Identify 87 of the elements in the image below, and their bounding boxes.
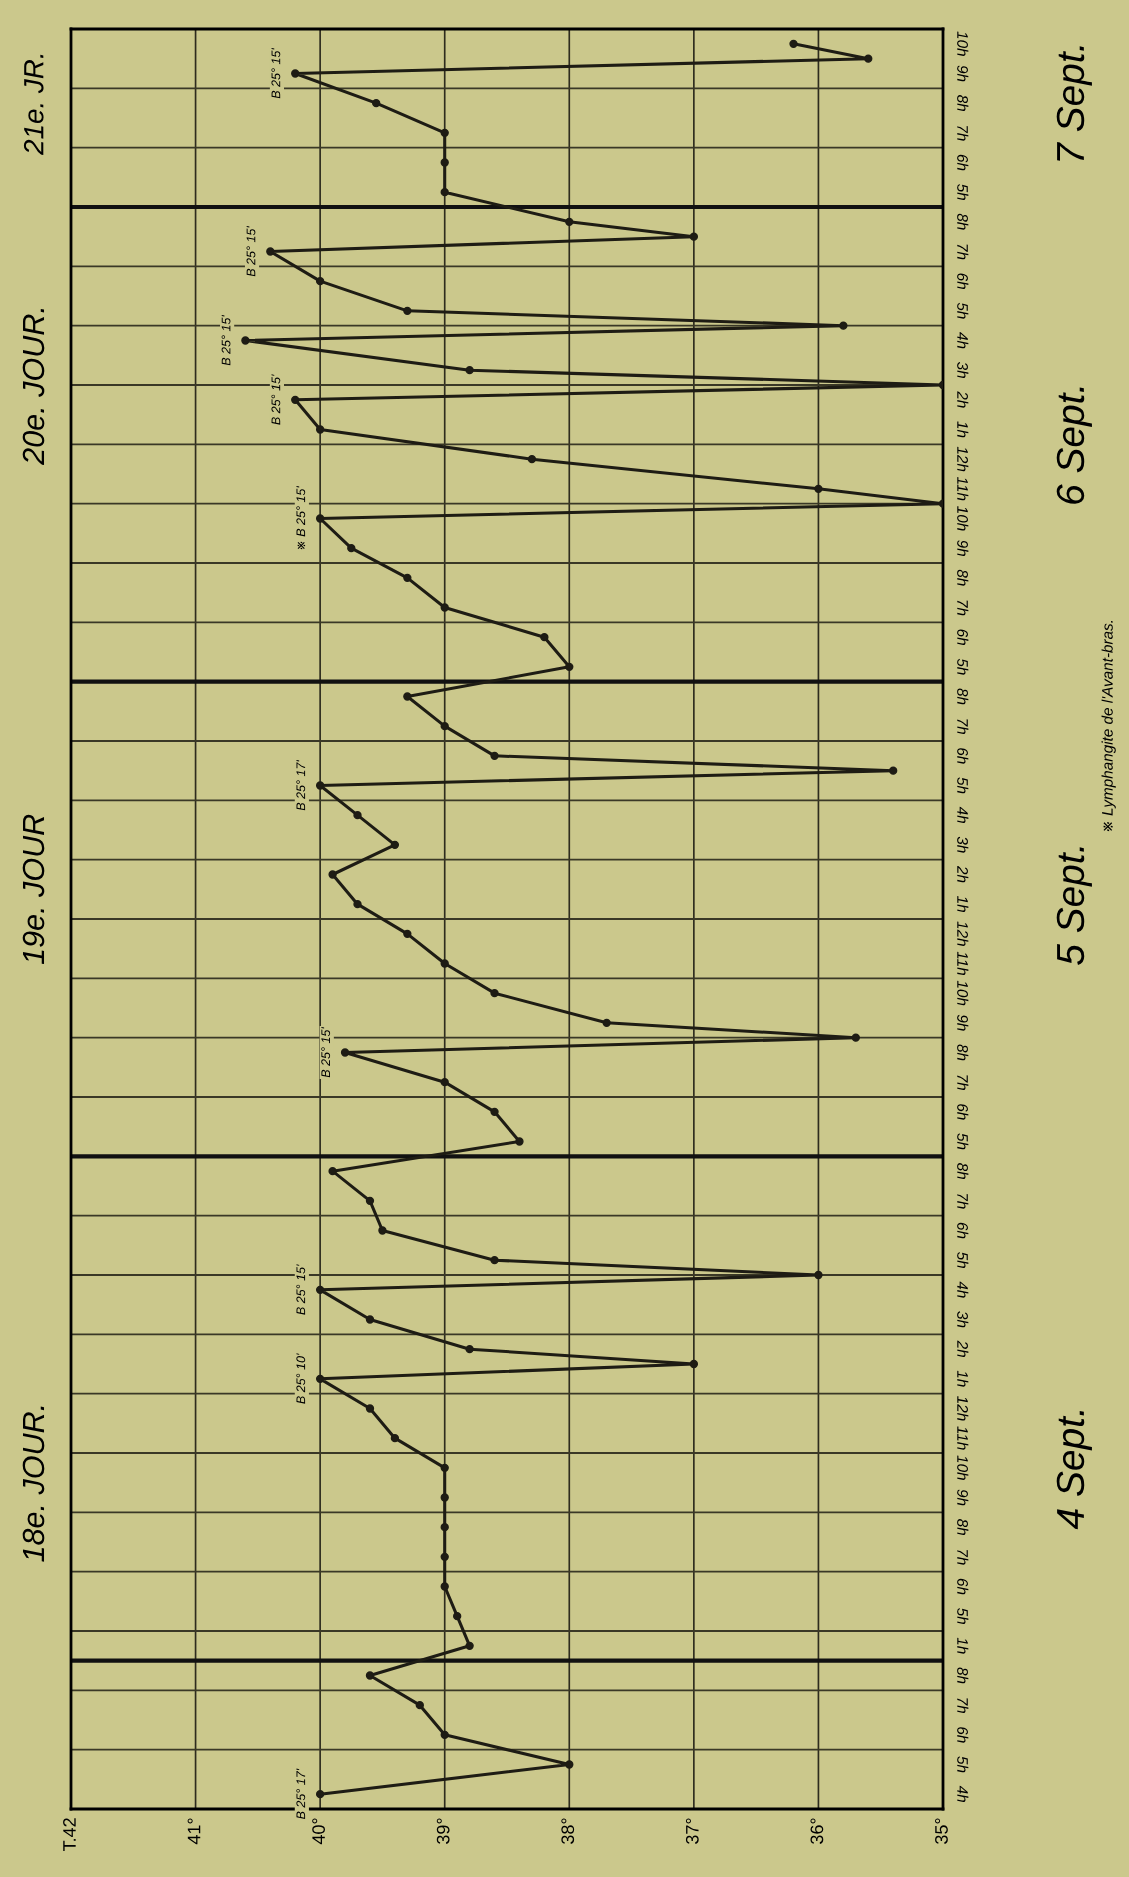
y-tick-label: 8h	[957, 1163, 969, 1179]
data-label: ※ B 25° 15'	[296, 485, 306, 550]
y-tick-label: 7h	[957, 719, 969, 734]
y-tick-label: 4h	[957, 1281, 969, 1298]
x-tick-label: 36°	[810, 1818, 824, 1844]
y-tick-label: 8h	[957, 1519, 969, 1535]
y-tick-label: 12h	[957, 1396, 969, 1421]
y-tick-label: 10h	[957, 506, 969, 531]
y-tick-label: 7h	[957, 1549, 969, 1565]
y-tick-label: 7h	[957, 125, 969, 141]
text: 20e. JOUR.	[22, 308, 45, 465]
y-tick-label: 2h	[957, 865, 969, 883]
y-tick-label: 6h	[957, 1578, 969, 1595]
y-tick-label: 8h	[957, 95, 969, 111]
y-tick-label: 4h	[957, 1785, 969, 1802]
y-tick-label: 8h	[957, 1044, 969, 1061]
y-tick-label: 1h	[957, 896, 969, 912]
y-tick-label: 7h	[957, 1698, 969, 1713]
y-tick-label: 6h	[957, 154, 969, 171]
y-tick-label: 8h	[957, 569, 969, 586]
text: 19e. JOUR	[22, 814, 45, 965]
y-tick-label: 1h	[957, 1370, 969, 1387]
y-tick-label: 5h	[957, 777, 969, 794]
text: ※ Lymphangite de l'Avant-bras.	[1101, 620, 1116, 832]
y-tick-label: 10h	[957, 31, 969, 56]
y-tick-label: 6h	[957, 1727, 969, 1743]
text: 18e. JOUR.	[22, 1406, 45, 1562]
y-tick-label: 6h	[957, 273, 969, 289]
data-label: B 25° 17'	[296, 759, 306, 811]
y-tick-label: 7h	[957, 244, 969, 260]
data-label: B 25° 15'	[246, 225, 256, 277]
y-tick-label: 9h	[957, 1489, 969, 1506]
y-tick-label: 11h	[957, 1426, 969, 1450]
y-tick-label: 2h	[957, 391, 969, 408]
x-tick-label: 41°	[187, 1818, 201, 1845]
y-tick-label: 6h	[957, 1104, 969, 1120]
y-tick-label: 7h	[957, 1193, 969, 1209]
y-tick-label: 8h	[957, 213, 969, 230]
y-tick-label: 10h	[957, 1455, 969, 1480]
x-tick-label: 38°	[561, 1818, 575, 1844]
text: 5 Sept.	[1056, 847, 1092, 965]
data-label: B 25° 15'	[321, 1026, 331, 1078]
data-label: B 25° 15'	[296, 1264, 306, 1315]
data-label: B 25° 15'	[221, 314, 231, 366]
x-tick-label: 35°	[935, 1818, 948, 1844]
y-tick-label: 5h	[957, 302, 969, 319]
y-tick-label: 10h	[957, 980, 969, 1006]
y-tick-label: 6h	[957, 1222, 969, 1239]
text: 21e. JR.	[23, 54, 44, 156]
y-tick-label: 4h	[957, 332, 969, 349]
data-label: B 25° 15'	[271, 374, 281, 425]
y-tick-label: 9h	[957, 65, 969, 82]
y-tick-label: 5h	[957, 184, 969, 200]
y-tick-label: 6h	[957, 629, 969, 645]
y-tick-label: 11h	[957, 951, 969, 975]
y-tick-label: 11h	[957, 477, 969, 501]
text: 6 Sept.	[1056, 387, 1092, 504]
y-tick-label: 3h	[957, 1311, 969, 1328]
y-tick-label: 3h	[957, 836, 969, 853]
y-tick-label: 5h	[957, 1756, 969, 1773]
y-tick-label: 5h	[957, 658, 969, 675]
y-tick-label: 8h	[957, 1667, 969, 1684]
y-tick-label: 7h	[957, 600, 969, 616]
y-tick-label: 12h	[957, 446, 969, 472]
x-tick-label: 39°	[436, 1818, 450, 1844]
y-tick-label: 6h	[957, 748, 969, 764]
y-tick-label: 5h	[957, 1608, 969, 1624]
y-tick-label: 3h	[957, 362, 969, 378]
y-tick-label: 7h	[957, 1075, 969, 1090]
y-tick-label: 5h	[957, 1133, 969, 1150]
y-tick-label: 4h	[957, 806, 969, 823]
y-tick-label: 12h	[957, 921, 969, 946]
y-tick-label: 1h	[957, 421, 969, 438]
y-tick-label: 5h	[957, 1252, 969, 1268]
x-tick-label: 40°	[312, 1818, 325, 1845]
data-label: B 25° 10'	[296, 1353, 306, 1404]
data-label: B 25° 17'	[296, 1768, 306, 1820]
y-tick-label: 9h	[957, 1014, 969, 1031]
x-tick-label: T.42	[63, 1818, 76, 1852]
y-tick-label: 2h	[957, 1340, 969, 1357]
y-tick-label: 1h	[957, 1637, 969, 1654]
x-tick-label: 37°	[685, 1818, 699, 1844]
text: 7 Sept.	[1056, 46, 1092, 161]
y-tick-label: 8h	[957, 688, 969, 705]
data-label: B 25° 15'	[271, 47, 281, 99]
text: 4 Sept.	[1056, 1410, 1092, 1530]
y-tick-label: 9h	[957, 540, 969, 556]
